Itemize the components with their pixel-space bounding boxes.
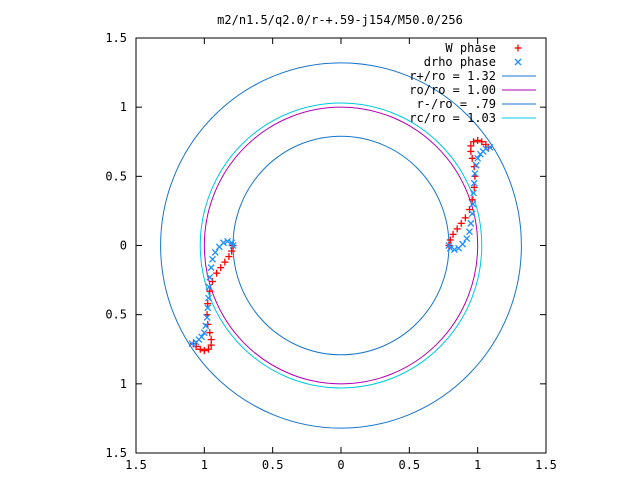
drho-phase-point <box>200 329 208 337</box>
w-phase-point <box>478 138 486 146</box>
w-phase-point <box>207 341 215 349</box>
drho-phase-point <box>472 161 480 169</box>
y-tick-label: 1.5 <box>105 446 127 460</box>
w-phase-point <box>206 287 214 295</box>
drho-phase-point <box>224 237 232 245</box>
x-tick-label: 0.5 <box>398 458 420 472</box>
w-phase-point <box>200 347 208 355</box>
chart-title: m2/n1.5/q2.0/r-+.59-j154/M50.0/256 <box>217 13 463 27</box>
drho-phase-point <box>467 219 475 227</box>
x-tick-label: 1 <box>201 458 208 472</box>
y-tick-label: 1.5 <box>105 31 127 45</box>
drho-phase-point <box>205 283 213 291</box>
drho-phase-point <box>471 170 479 178</box>
y-tick-label: 1 <box>120 100 127 114</box>
circle-5 <box>199 102 483 389</box>
legend-label: W phase <box>445 41 496 55</box>
w-phase-point <box>453 225 461 233</box>
circle-2 <box>160 62 522 429</box>
drho-phase-point <box>470 189 478 197</box>
drho-phase-point <box>204 304 212 312</box>
legend-label: rc/ro = 1.03 <box>409 111 496 125</box>
circle-4 <box>232 135 450 356</box>
w-phase-point <box>449 230 457 238</box>
drho-phase-point <box>486 143 494 151</box>
data-points <box>188 136 494 355</box>
w-phase-point <box>217 264 225 272</box>
drho-phase-point <box>468 210 476 218</box>
w-phase-point <box>213 269 221 277</box>
drho-phase-point <box>463 235 471 243</box>
w-phase-point <box>470 138 478 146</box>
legend-label: r+/ro = 1.32 <box>409 69 496 83</box>
drho-phase-point <box>459 240 467 248</box>
w-phase-point <box>225 253 233 261</box>
x-tick-label: 1.5 <box>125 458 147 472</box>
drho-phase-point <box>446 244 454 252</box>
legend-label: ro/ro = 1.00 <box>409 83 496 97</box>
legend-key <box>514 44 522 52</box>
x-tick-label: 0.5 <box>262 458 284 472</box>
drho-phase-point <box>202 322 210 330</box>
w-phase-point <box>221 258 229 266</box>
w-phase-point <box>470 183 478 191</box>
w-phase-point <box>468 196 476 204</box>
drho-phase-point <box>469 200 477 208</box>
w-phase-point <box>189 340 197 348</box>
y-tick-label: 0.5 <box>105 308 127 322</box>
w-phase-point <box>228 247 236 255</box>
x-tick-label: 0 <box>337 458 344 472</box>
drho-phase-point <box>470 179 478 187</box>
w-phase-point <box>485 143 493 151</box>
axes: 1.5 1 0.5 0 0.5 1 1.51.510.500.511.5 <box>105 31 557 472</box>
w-phase-point <box>196 345 204 353</box>
drho-phase-point <box>215 243 223 251</box>
w-phase-point <box>206 329 214 337</box>
y-tick-label: 0.5 <box>105 169 127 183</box>
drho-phase-point <box>207 264 215 272</box>
legend-key <box>514 58 522 66</box>
w-phase-point <box>457 219 465 227</box>
legend-label: r-/ro = .79 <box>417 97 496 111</box>
w-phase-point <box>204 345 212 353</box>
drho-phase-point <box>450 246 458 254</box>
drho-phase-point <box>474 154 482 162</box>
drho-phase-point <box>203 313 211 321</box>
drho-phase-point <box>482 145 490 153</box>
drho-phase-point <box>209 255 216 263</box>
w-phase-point <box>467 142 475 150</box>
w-phase-point <box>461 214 469 222</box>
drho-phase-point <box>466 228 473 236</box>
drho-phase-point <box>204 294 212 302</box>
w-phase-point <box>474 136 482 144</box>
w-phase-point <box>468 154 476 162</box>
drho-phase-point <box>206 273 214 281</box>
x-tick-label: 1.5 <box>535 458 557 472</box>
y-tick-label: 0 <box>120 239 127 253</box>
w-phase-point <box>446 236 454 244</box>
y-tick-label: 1 <box>120 377 127 391</box>
legend-label: drho phase <box>424 55 496 69</box>
w-phase-point <box>204 300 212 308</box>
drho-phase-point <box>192 338 200 346</box>
drho-phase-point <box>188 340 196 348</box>
circle-3 <box>203 106 479 385</box>
drho-phase-point <box>228 239 236 247</box>
x-tick-label: 1 <box>474 458 481 472</box>
drho-phase-point <box>211 248 219 256</box>
